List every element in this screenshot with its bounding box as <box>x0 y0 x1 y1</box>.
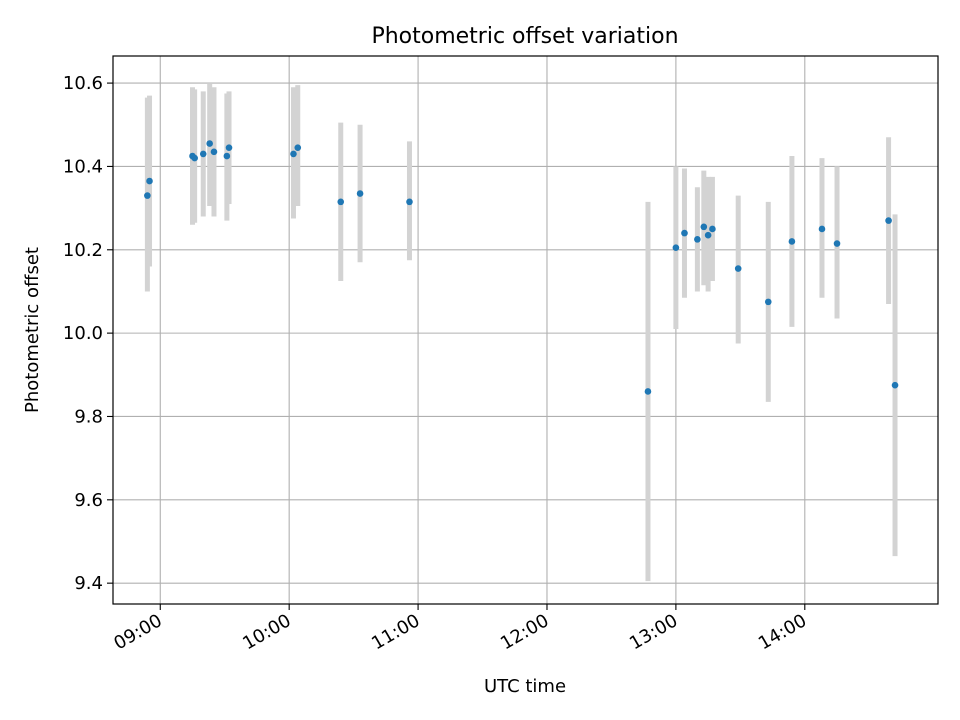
data-point <box>694 236 701 243</box>
data-point <box>681 229 688 237</box>
data-point <box>294 144 302 151</box>
data-point <box>734 265 742 272</box>
y-tick-label: 10.4 <box>63 156 103 177</box>
y-tick-label: 9.8 <box>74 406 103 427</box>
y-tick-label: 10.6 <box>63 73 103 94</box>
data-point <box>704 231 712 239</box>
data-point <box>223 152 231 160</box>
data-point <box>210 148 218 156</box>
data-point <box>709 225 716 233</box>
chart-title: Photometric offset variation <box>371 24 678 49</box>
data-point <box>644 388 652 395</box>
data-point <box>672 244 680 251</box>
data-point <box>833 240 841 247</box>
data-point <box>144 192 151 199</box>
data-point <box>885 217 892 224</box>
x-axis-label: UTC time <box>484 676 566 697</box>
y-tick-label: 9.6 <box>74 490 103 511</box>
data-point <box>700 223 708 231</box>
data-point <box>290 150 297 158</box>
data-point <box>225 144 233 151</box>
data-point <box>356 190 364 197</box>
grid <box>113 56 938 604</box>
data-point <box>891 381 899 389</box>
data-point <box>191 154 198 162</box>
data-point <box>206 140 213 147</box>
data-point <box>199 150 207 158</box>
y-tick-label: 10.0 <box>63 323 103 344</box>
y-axis-ticks: 9.4 9.6 9.8 10.0 10.2 10.4 10.6 <box>63 73 113 594</box>
data-point <box>764 298 772 306</box>
data-point <box>146 177 153 185</box>
plot-frame <box>112 55 939 605</box>
data-points <box>144 140 899 395</box>
data-point <box>406 198 413 206</box>
data-point <box>788 238 796 245</box>
y-tick-label: 10.2 <box>63 240 103 261</box>
data-point <box>337 198 345 206</box>
y-tick-label: 9.4 <box>74 573 103 594</box>
y-axis-label: Photometric offset <box>22 247 43 413</box>
data-point <box>818 225 826 233</box>
